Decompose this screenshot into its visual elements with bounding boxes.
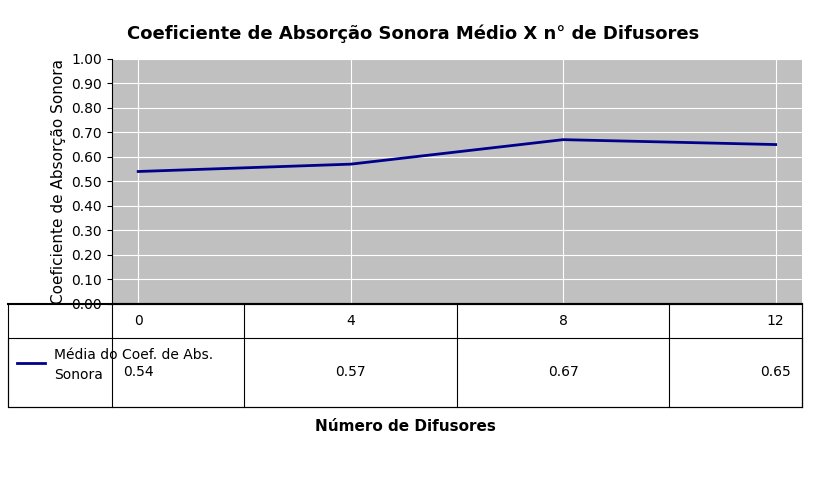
Text: 0: 0 — [134, 314, 142, 328]
Y-axis label: Coeficiente de Absorção Sonora: Coeficiente de Absorção Sonora — [50, 59, 65, 304]
Text: Número de Difusores: Número de Difusores — [315, 419, 495, 434]
Text: 4: 4 — [347, 314, 355, 328]
Text: Média do Coef. de Abs.: Média do Coef. de Abs. — [54, 348, 213, 362]
Text: Sonora: Sonora — [54, 368, 103, 382]
Text: 0.57: 0.57 — [336, 366, 366, 379]
Text: 8: 8 — [559, 314, 567, 328]
Text: 0.54: 0.54 — [123, 366, 154, 379]
Text: Coeficiente de Absorção Sonora Médio X n° de Difusores: Coeficiente de Absorção Sonora Médio X n… — [127, 24, 700, 43]
Text: 12: 12 — [767, 314, 785, 328]
Text: 0.65: 0.65 — [760, 366, 791, 379]
Text: 0.67: 0.67 — [547, 366, 579, 379]
